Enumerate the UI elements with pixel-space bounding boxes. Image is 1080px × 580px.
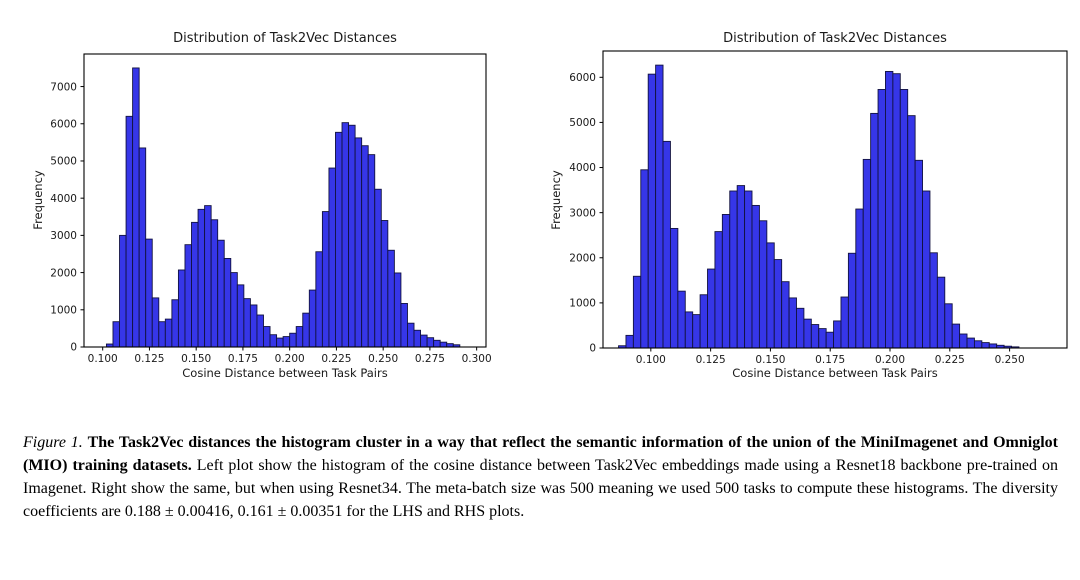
chart-left-resnet18: 0.100 0.125 0.150 0.175 0.200 0.225 0.250 0.275… <box>0 0 540 400</box>
svg-text:0.150: 0.150 <box>181 353 211 365</box>
svg-text:1000: 1000 <box>50 304 77 316</box>
svg-text:1000: 1000 <box>569 298 596 310</box>
svg-text:0.250: 0.250 <box>368 353 398 365</box>
svg-text:0.225: 0.225 <box>321 353 351 365</box>
figure-label: Figure 1. <box>23 434 83 451</box>
svg-text:0.250: 0.250 <box>995 354 1025 366</box>
svg-text:0.200: 0.200 <box>875 354 905 366</box>
svg-text:0.100: 0.100 <box>636 354 666 366</box>
svg-text:2000: 2000 <box>50 267 77 279</box>
x-axis-label-left: Cosine Distance between Task Pairs <box>182 366 388 380</box>
svg-text:3000: 3000 <box>569 207 596 219</box>
svg-text:3000: 3000 <box>50 230 77 242</box>
chart-title-right: Distribution of Task2Vec Distances <box>723 31 947 46</box>
figure-caption: Figure 1. The Task2Vec distances the his… <box>23 431 1058 523</box>
chart-title-left: Distribution of Task2Vec Distances <box>173 31 397 46</box>
svg-text:0.100: 0.100 <box>88 353 118 365</box>
svg-text:4000: 4000 <box>50 193 77 205</box>
svg-text:0.175: 0.175 <box>228 353 258 365</box>
svg-text:0: 0 <box>589 343 596 355</box>
svg-text:5000: 5000 <box>50 156 77 168</box>
x-axis-label-right: Cosine Distance between Task Pairs <box>732 366 938 380</box>
y-axis-label-left: Frequency <box>31 170 45 230</box>
histogram-right: 0.100 0.125 0.150 0.175 0.200 0.225 0.250 0 1000… <box>569 50 1068 366</box>
svg-text:0.200: 0.200 <box>275 353 305 365</box>
chart-right-resnet34: 0.100 0.125 0.150 0.175 0.200 0.225 0.250 0 1000… <box>540 0 1080 400</box>
histogram-left: 0.100 0.125 0.150 0.175 0.200 0.225 0.250 0.275… <box>50 53 492 365</box>
svg-text:2000: 2000 <box>569 252 596 264</box>
svg-text:0.300: 0.300 <box>462 353 492 365</box>
svg-text:0.175: 0.175 <box>815 354 845 366</box>
svg-text:0: 0 <box>70 342 77 354</box>
svg-text:0.150: 0.150 <box>755 354 785 366</box>
caption-body-text: Left plot show the histogram of the cosi… <box>23 457 1059 520</box>
svg-text:0.275: 0.275 <box>415 353 445 365</box>
svg-text:5000: 5000 <box>569 117 596 129</box>
y-axis-label-right: Frequency <box>549 170 563 230</box>
svg-text:0.125: 0.125 <box>696 354 726 366</box>
svg-text:6000: 6000 <box>50 118 77 130</box>
svg-text:7000: 7000 <box>50 81 77 93</box>
svg-text:4000: 4000 <box>569 162 596 174</box>
svg-text:6000: 6000 <box>569 72 596 84</box>
svg-text:0.125: 0.125 <box>134 353 164 365</box>
svg-text:0.225: 0.225 <box>935 354 965 366</box>
caption-bold-text: The Task2Vec distances the histogram clu… <box>23 434 1059 474</box>
